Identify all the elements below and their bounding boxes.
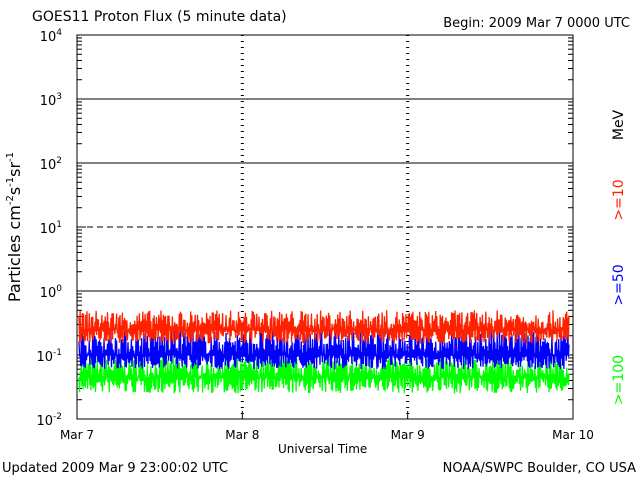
series-line xyxy=(78,310,570,344)
credit-text: NOAA/SWPC Boulder, CO USA xyxy=(442,461,636,476)
x-tick-label: Mar 7 xyxy=(60,428,94,442)
y-tick-label: 10-2 xyxy=(36,412,62,429)
legend-entry: >=50 xyxy=(611,264,627,305)
unit-label: MeV xyxy=(611,109,627,140)
x-tick-label: Mar 10 xyxy=(552,428,594,442)
y-tick-label: 10-1 xyxy=(36,348,62,365)
x-tick-label: Mar 9 xyxy=(391,428,425,442)
y-tick-label: 103 xyxy=(40,92,62,109)
x-tick-label: Mar 8 xyxy=(225,428,259,442)
y-axis-label: Particles cm-2s-1sr-1 xyxy=(5,152,24,302)
begin-time: Begin: 2009 Mar 7 0000 UTC xyxy=(443,16,630,31)
y-tick-label: 100 xyxy=(40,284,63,301)
series-line xyxy=(78,329,570,370)
y-tick-label: 104 xyxy=(40,28,63,45)
x-axis-label: Universal Time xyxy=(278,442,368,456)
y-tick-label: 102 xyxy=(40,156,62,173)
legend-entry: >=100 xyxy=(611,355,627,405)
legend-entry: >=10 xyxy=(611,179,627,220)
chart-title: GOES11 Proton Flux (5 minute data) xyxy=(32,9,287,25)
y-tick-label: 101 xyxy=(40,220,62,237)
updated-timestamp: Updated 2009 Mar 9 23:00:02 UTC xyxy=(2,461,229,476)
